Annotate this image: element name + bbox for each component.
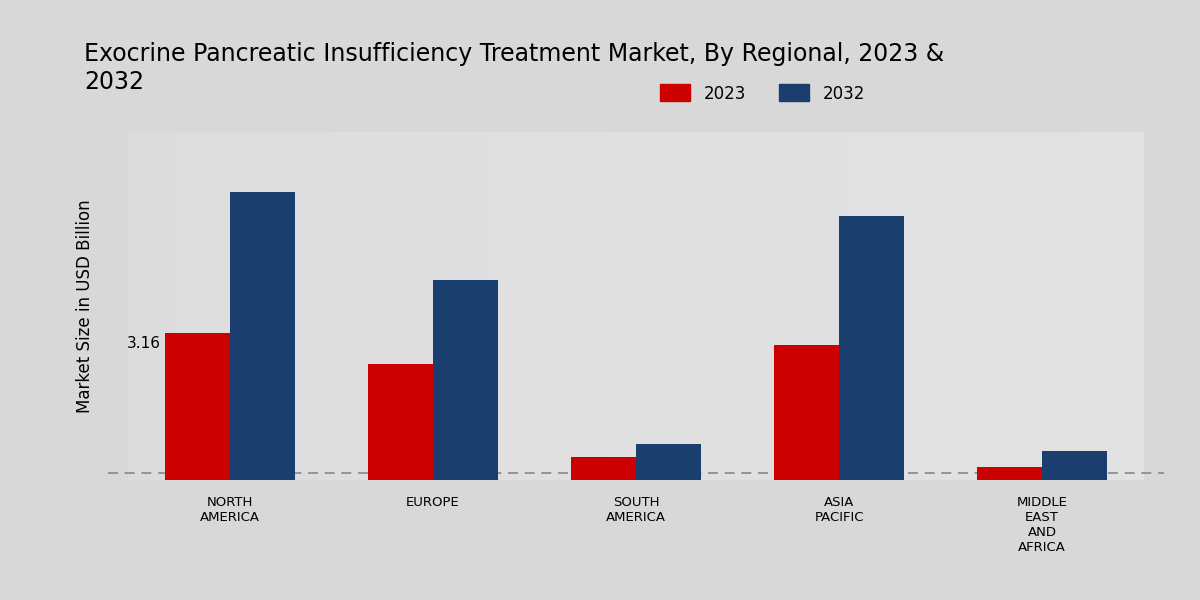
Bar xyxy=(230,193,295,480)
Bar xyxy=(1042,451,1108,480)
Bar xyxy=(368,364,433,480)
Bar xyxy=(977,467,1042,480)
Y-axis label: Market Size in USD Billion: Market Size in USD Billion xyxy=(76,199,94,413)
Text: 3.16: 3.16 xyxy=(127,335,161,350)
Text: Exocrine Pancreatic Insufficiency Treatment Market, By Regional, 2023 &
2032: Exocrine Pancreatic Insufficiency Treatm… xyxy=(84,42,944,94)
Legend: 2023, 2032: 2023, 2032 xyxy=(654,77,871,109)
Bar xyxy=(774,346,839,480)
Bar xyxy=(571,457,636,480)
Bar xyxy=(433,280,498,480)
Bar xyxy=(636,444,701,480)
Bar xyxy=(839,215,904,480)
Bar xyxy=(164,334,230,480)
